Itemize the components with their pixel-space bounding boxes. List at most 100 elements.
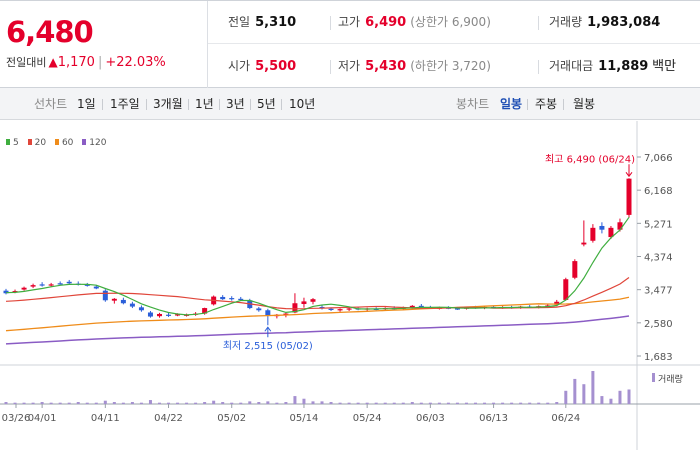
candle-body [129,303,135,307]
legend-label: 20 [34,138,47,148]
volume-bar [627,389,631,404]
volume-bar [528,402,532,404]
candle-body [337,309,343,311]
volume-bar [103,400,107,404]
range-3y-button[interactable]: 3년 [226,97,245,111]
ma60-line [5,296,630,332]
volume-bar [555,402,559,404]
current-price: 6,480 [6,15,94,49]
high-cell: 고가 6,490 (상한가 6,900) [338,1,491,44]
high-label: 고가 [338,15,361,29]
divider [330,16,331,30]
range-1d-button[interactable]: 1일 [77,97,96,111]
line-chart-label: 선차트 [34,97,68,111]
legend-swatch [6,139,10,145]
volume-bar [266,401,270,404]
candle-body [418,305,424,308]
divider [563,99,564,110]
trade-value-unit: 백만 [652,59,677,74]
volume-bar [455,402,459,404]
monthly-candle-button[interactable]: 월봉 [573,97,596,111]
volume-bar [121,402,125,404]
quote-row-1: 전일 5,310 고가 6,490 (상한가 6,900) 거래량 1,983,084 [208,1,700,44]
range-1w-button[interactable]: 1주일 [110,97,140,111]
volume-bar [437,402,441,404]
prev-close-value: 5,310 [255,15,297,30]
divider [538,60,539,74]
trade-value-label: 거래대금 [549,59,594,73]
volume-bar [85,402,89,404]
ma-legend: 5 20 60 120 [6,138,112,148]
range-3m-button[interactable]: 3개월 [153,97,183,111]
weekly-candle-button[interactable]: 주봉 [535,97,558,111]
daily-candle-button[interactable]: 일봉 [500,97,523,111]
x-tick-label: 03/26 [2,413,31,424]
low-annotation: 최저 2,515 (05/02) [223,340,313,352]
y-tick-label: 6,168 [644,186,673,197]
volume-bar [374,402,378,404]
open-value: 5,500 [255,59,297,74]
candle-body [328,308,334,310]
divider [102,99,103,110]
volume-bar [13,402,17,404]
volume-bar [609,398,613,404]
volume-bar [185,402,189,404]
x-tick-label: 06/13 [479,413,508,424]
volume-bar [383,402,387,404]
volume-bar [428,402,432,404]
candle-body [66,281,72,284]
range-10y-button[interactable]: 10년 [289,97,316,111]
volume-label: 거래량 [549,15,583,29]
up-arrow-icon: ▲ [48,55,58,69]
volume-bar [257,402,261,404]
current-price-box: 6,480 전일대비 ▲1,170 | +22.03% [0,1,208,88]
range-1y-button[interactable]: 1년 [195,97,214,111]
volume-bar [356,402,360,404]
legend-ma120: 120 [82,138,106,148]
volume-bar [474,402,478,404]
x-tick-label: 05/24 [353,413,382,424]
divider: | [97,55,103,70]
candle-body [590,227,596,241]
volume-bar [76,402,80,404]
candle-body [310,299,316,302]
volume-value: 1,983,084 [587,15,661,30]
volume-bar [392,402,396,404]
volume-bar [464,402,468,404]
volume-bar [239,402,243,404]
candle-body [21,287,27,290]
candle-body [156,313,162,317]
volume-bar [582,384,586,404]
divider [219,99,220,110]
candle-body [12,291,18,293]
candle-body [626,178,632,215]
volume-bar [275,402,279,404]
range-5y-button[interactable]: 5년 [257,97,276,111]
candle-body [229,298,235,300]
legend-ma20: 20 [27,138,47,148]
x-tick-label: 04/01 [28,413,57,424]
low-cell: 저가 5,430 (하한가 3,720) [338,45,491,88]
volume-bar [58,402,62,404]
candle-body [572,261,578,278]
volume-bar [4,402,8,404]
volume-bar [22,402,26,404]
prev-close-label: 전일 [228,15,251,29]
volume-bar [446,402,450,404]
ma120-line [5,315,630,345]
volume-bar [591,371,595,404]
chart-toolbar: 선차트 1일 1주일 3개월 1년 3년 5년 10년 봉차트 일봉 주봉 월봉 [0,88,700,120]
candle-body [138,307,144,311]
x-tick-label: 04/22 [154,413,183,424]
candle-chart-label: 봉차트 [456,97,490,111]
volume-bar [600,396,604,404]
candle-body [292,303,298,313]
legend-swatch [27,139,32,145]
volume-bar [49,402,53,404]
volume-bar [501,402,505,404]
divider [250,99,251,110]
volume-bar [419,402,423,404]
price-chart[interactable]: 5 20 60 120 7,066 6,168 5,271 4,374 3,477 2,5… [0,121,700,450]
up-arrow-icon [264,326,272,332]
volume-bar [194,402,198,404]
